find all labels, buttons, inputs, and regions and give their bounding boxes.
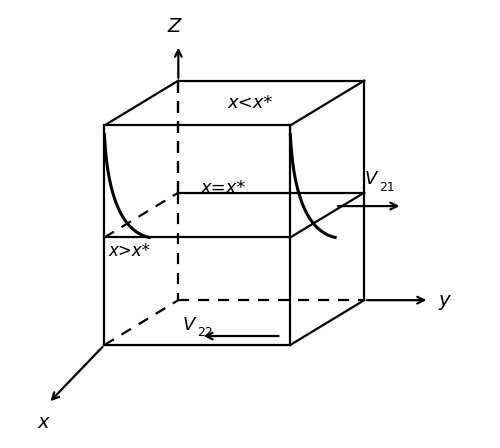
Text: V: V	[364, 170, 376, 188]
Text: x>x*: x>x*	[109, 242, 151, 260]
Text: Z: Z	[167, 17, 180, 36]
Text: x=x*: x=x*	[200, 179, 246, 197]
Text: x<x*: x<x*	[228, 94, 272, 112]
Text: V: V	[183, 316, 195, 334]
Text: 21: 21	[379, 181, 395, 194]
Text: y: y	[438, 291, 450, 310]
Text: 22: 22	[198, 326, 214, 340]
Text: x: x	[38, 413, 49, 432]
